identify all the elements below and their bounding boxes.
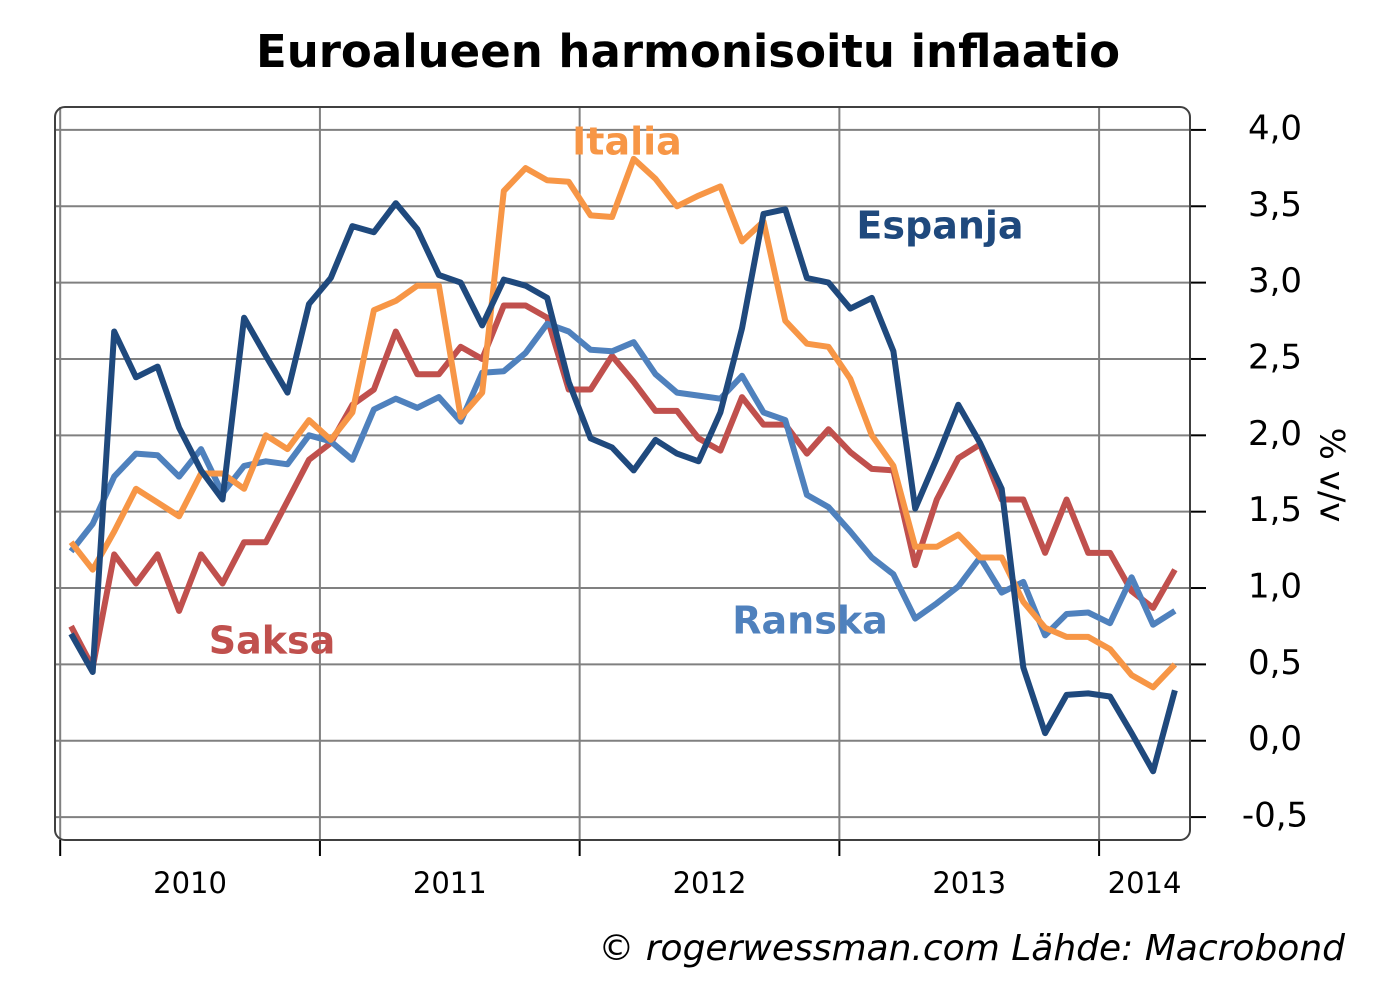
plot-border (54, 106, 1191, 841)
plot-area: -0,5 0,0 0,5 1,0 1,5 2,0 2,5 3,0 3,5 4,0 2010 2011 2… (54, 106, 1308, 900)
y-tick-label: -0,5 (1242, 796, 1308, 836)
y-tick-label: 0,5 (1248, 643, 1302, 683)
series-label: Italia (572, 120, 682, 164)
y-tick-label: 0,0 (1248, 719, 1302, 759)
series-label: Saksa (209, 619, 336, 663)
y-tick-label: 4,0 (1248, 108, 1302, 148)
y-tick-label: 1,5 (1248, 490, 1302, 530)
chart-title: Euroalueen harmonisoitu inflaatio (256, 25, 1120, 78)
x-tick-label: 2012 (673, 866, 747, 900)
series-label: Espanja (856, 204, 1023, 248)
x-tick-label: 2011 (413, 866, 487, 900)
y-tick-label: 2,0 (1248, 414, 1302, 454)
series-line (68, 200, 1178, 775)
x-tick-label: 2014 (1108, 866, 1182, 900)
y-axis-label: % v/v (1312, 428, 1352, 523)
y-tick-label: 2,5 (1248, 337, 1302, 377)
x-tick-label: 2010 (153, 866, 227, 900)
y-tick-label: 3,5 (1248, 185, 1302, 225)
series-label: Ranska (732, 599, 888, 643)
series-line (68, 155, 1178, 691)
source: © rogerwessman.com Lähde: Macrobond (598, 928, 1346, 969)
y-tick-label: 1,0 (1248, 567, 1302, 607)
x-tick-label: 2013 (932, 866, 1006, 900)
y-tick-label: 3,0 (1248, 261, 1302, 301)
